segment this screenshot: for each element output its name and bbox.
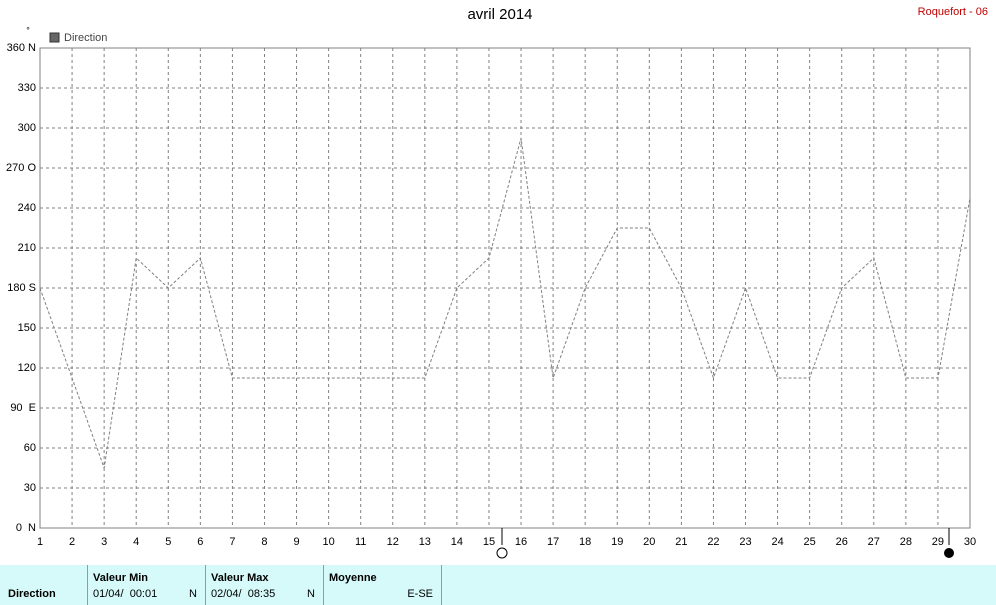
legend-swatch (49, 32, 60, 43)
summary-value: E-SE (407, 588, 433, 600)
x-tick-label: 9 (293, 536, 299, 548)
x-tick-label: 17 (547, 536, 559, 548)
x-tick-label: 4 (133, 536, 139, 548)
summary-row-cell: Direction (0, 565, 88, 605)
data-line (39, 137, 971, 469)
y-tick-label: 300 (18, 122, 36, 134)
x-tick-label: 2 (69, 536, 75, 548)
x-tick-label: 15 (483, 536, 495, 548)
legend-label: Direction (64, 32, 107, 44)
y-tick-label: 120 (18, 362, 36, 374)
x-tick-label: 16 (515, 536, 527, 548)
x-tick-label: 12 (387, 536, 399, 548)
x-tick-label: 13 (419, 536, 431, 548)
x-tick-label: 27 (868, 536, 880, 548)
x-tick-label: 24 (771, 536, 783, 548)
x-tick-label: 10 (322, 536, 334, 548)
x-tick-label: 19 (611, 536, 623, 548)
x-tick-label: 28 (900, 536, 912, 548)
summary-cell: Moyenne E-SE (324, 565, 442, 605)
station-name: Roquefort - 06 (918, 6, 988, 18)
x-tick-label: 22 (707, 536, 719, 548)
summary-header: Valeur Max (211, 572, 269, 584)
new-moon-icon (944, 548, 954, 558)
x-tick-label: 21 (675, 536, 687, 548)
summary-panel: Direction Valeur Min 01/04/ 00:01 N Vale… (0, 565, 996, 605)
y-unit: ° (26, 25, 30, 35)
y-tick-label: 30 (24, 482, 36, 494)
x-tick-label: 3 (101, 536, 107, 548)
y-tick-label: 60 (24, 442, 36, 454)
summary-date: 01/04/ 00:01 (93, 588, 158, 600)
x-tick-label: 26 (836, 536, 848, 548)
x-tick-label: 25 (804, 536, 816, 548)
x-tick-label: 1 (37, 536, 43, 548)
y-tick-label: 180 S (7, 282, 36, 294)
x-tick-label: 23 (739, 536, 751, 548)
x-tick-label: 14 (451, 536, 463, 548)
x-tick-label: 7 (229, 536, 235, 548)
summary-row-label: Direction (8, 588, 56, 600)
summary-date: 02/04/ 08:35 (211, 588, 276, 600)
x-tick-label: 5 (165, 536, 171, 548)
x-tick-label: 8 (261, 536, 267, 548)
summary-value: N (189, 588, 197, 600)
y-tick-label: 240 (18, 202, 36, 214)
summary-header: Valeur Min (93, 572, 149, 584)
y-tick-label: 150 (18, 322, 36, 334)
x-tick-label: 11 (355, 536, 366, 548)
y-tick-label: 210 (18, 242, 36, 254)
full-moon-icon (496, 547, 508, 559)
y-tick-label: 270 O (6, 162, 36, 174)
summary-cell: Valeur Min 01/04/ 00:01 N (88, 565, 206, 605)
x-tick-label: 6 (197, 536, 203, 548)
x-tick-label: 30 (964, 536, 976, 548)
summary-value: N (307, 588, 315, 600)
y-tick-label: 330 (18, 82, 36, 94)
x-tick-label: 18 (579, 536, 591, 548)
y-tick-label: 360 N (7, 42, 36, 54)
chart: avril 2014 Roquefort - 06 ° Direction 0 … (6, 6, 988, 559)
x-tick-label: 20 (643, 536, 655, 548)
summary-header: Moyenne (329, 572, 377, 584)
y-tick-label: 90 E (10, 402, 36, 414)
x-tick-label: 29 (932, 536, 944, 548)
y-tick-label: 0 N (16, 522, 36, 534)
chart-title: avril 2014 (467, 6, 532, 23)
summary-cell: Valeur Max 02/04/ 08:35 N (206, 565, 324, 605)
